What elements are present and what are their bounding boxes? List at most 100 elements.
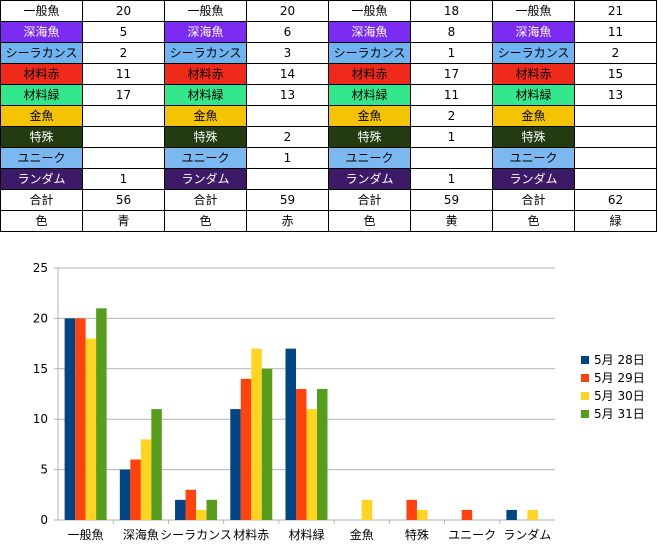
row-label-cell[interactable]: 一般魚 bbox=[164, 0, 247, 22]
bar-特殊-series-1 bbox=[406, 499, 417, 520]
value-cell[interactable]: 2 bbox=[82, 42, 165, 64]
value-cell[interactable]: 1 bbox=[410, 126, 493, 148]
value-cell[interactable]: 2 bbox=[574, 42, 657, 64]
row-label-cell[interactable]: 材料赤 bbox=[164, 63, 247, 85]
value-cell[interactable]: 18 bbox=[410, 0, 493, 22]
value-cell[interactable]: 11 bbox=[82, 63, 165, 85]
value-cell[interactable] bbox=[246, 168, 329, 190]
row-label-cell[interactable]: ユニーク bbox=[164, 147, 247, 169]
row-label-cell[interactable]: 金魚 bbox=[164, 105, 247, 127]
row-label-cell[interactable]: 材料赤 bbox=[0, 63, 83, 85]
row-label-cell[interactable]: 金魚 bbox=[328, 105, 411, 127]
table-row-ippan: 一般魚 20 一般魚 20 一般魚 18 一般魚 21 bbox=[0, 0, 657, 22]
row-label-cell[interactable]: シーラカンス bbox=[328, 42, 411, 64]
value-cell[interactable]: 黄 bbox=[410, 210, 493, 232]
row-label-cell[interactable]: ランダム bbox=[0, 168, 83, 190]
value-cell[interactable]: 13 bbox=[246, 84, 329, 106]
row-label-cell[interactable]: 材料緑 bbox=[164, 84, 247, 106]
x-category-label: シーラカンス bbox=[160, 528, 232, 542]
value-cell[interactable]: 緑 bbox=[574, 210, 657, 232]
value-cell[interactable]: 59 bbox=[410, 189, 493, 211]
value-cell[interactable]: 11 bbox=[574, 21, 657, 43]
row-label-cell[interactable]: 特殊 bbox=[164, 126, 247, 148]
row-label-cell[interactable]: ランダム bbox=[164, 168, 247, 190]
bar-ユニーク-series-1 bbox=[461, 509, 473, 520]
row-label-cell[interactable]: 一般魚 bbox=[328, 0, 411, 22]
value-cell[interactable] bbox=[82, 105, 165, 127]
row-label-cell[interactable]: 材料緑 bbox=[328, 84, 411, 106]
row-label-cell[interactable]: ユニーク bbox=[0, 147, 83, 169]
chart-svg: 0 5 10 15 20 25 一般魚 深海魚 シーラカンス 材料赤 材料緑 金魚 特殊 ユニーク ランダム… bbox=[33, 261, 645, 542]
value-cell[interactable]: 8 bbox=[410, 21, 493, 43]
value-cell[interactable] bbox=[82, 147, 165, 169]
value-cell[interactable]: 20 bbox=[246, 0, 329, 22]
row-label-cell[interactable]: 特殊 bbox=[492, 126, 575, 148]
row-label-cell[interactable]: シーラカンス bbox=[492, 42, 575, 64]
row-label-cell[interactable]: ユニーク bbox=[492, 147, 575, 169]
value-cell[interactable] bbox=[246, 105, 329, 127]
row-label-cell[interactable]: 色 bbox=[0, 210, 83, 232]
row-label-cell[interactable]: シーラカンス bbox=[164, 42, 247, 64]
row-label-cell[interactable]: 色 bbox=[164, 210, 247, 232]
value-cell[interactable]: 17 bbox=[410, 63, 493, 85]
row-label-cell[interactable]: ランダム bbox=[492, 168, 575, 190]
row-label-cell[interactable]: 材料赤 bbox=[328, 63, 411, 85]
value-cell[interactable]: 1 bbox=[410, 168, 493, 190]
table-row-gold: 金魚 金魚 金魚 2 金魚 bbox=[0, 105, 657, 127]
value-cell[interactable]: 14 bbox=[246, 63, 329, 85]
value-cell[interactable]: 1 bbox=[410, 42, 493, 64]
value-cell[interactable]: 11 bbox=[410, 84, 493, 106]
row-label-cell[interactable]: 特殊 bbox=[0, 126, 83, 148]
value-cell[interactable] bbox=[574, 105, 657, 127]
row-label-cell[interactable]: 合計 bbox=[328, 189, 411, 211]
row-label-cell[interactable]: シーラカンス bbox=[0, 42, 83, 64]
value-cell[interactable]: 2 bbox=[246, 126, 329, 148]
value-cell[interactable] bbox=[574, 126, 657, 148]
row-label-cell[interactable]: 深海魚 bbox=[328, 21, 411, 43]
row-label-cell[interactable]: 材料赤 bbox=[492, 63, 575, 85]
value-cell[interactable]: 20 bbox=[82, 0, 165, 22]
row-label-cell[interactable]: 深海魚 bbox=[492, 21, 575, 43]
x-category-label: 特殊 bbox=[405, 527, 429, 542]
value-cell[interactable]: 13 bbox=[574, 84, 657, 106]
row-label-cell[interactable]: 金魚 bbox=[0, 105, 83, 127]
row-label-cell[interactable]: 金魚 bbox=[492, 105, 575, 127]
table-row-green: 材料緑 17 材料緑 13 材料緑 11 材料緑 13 bbox=[0, 84, 657, 106]
row-label-cell[interactable]: 深海魚 bbox=[164, 21, 247, 43]
row-label-cell[interactable]: 深海魚 bbox=[0, 21, 83, 43]
table-row-unique: ユニーク ユニーク 1 ユニーク ユニーク bbox=[0, 147, 657, 169]
bar-金魚-series-2 bbox=[361, 499, 373, 520]
value-cell[interactable] bbox=[574, 168, 657, 190]
value-cell[interactable]: 59 bbox=[246, 189, 329, 211]
row-label-cell[interactable]: 合計 bbox=[164, 189, 247, 211]
value-cell[interactable]: 17 bbox=[82, 84, 165, 106]
row-label-cell[interactable]: 一般魚 bbox=[0, 0, 83, 22]
table-row-shinkai: 深海魚 5 深海魚 6 深海魚 8 深海魚 11 bbox=[0, 21, 657, 43]
value-cell[interactable]: 21 bbox=[574, 0, 657, 22]
value-cell[interactable]: 3 bbox=[246, 42, 329, 64]
row-label-cell[interactable]: 特殊 bbox=[328, 126, 411, 148]
value-cell[interactable]: 青 bbox=[82, 210, 165, 232]
value-cell[interactable]: 1 bbox=[246, 147, 329, 169]
row-label-cell[interactable]: 材料緑 bbox=[492, 84, 575, 106]
row-label-cell[interactable]: ユニーク bbox=[328, 147, 411, 169]
value-cell[interactable]: 赤 bbox=[246, 210, 329, 232]
row-label-cell[interactable]: 材料緑 bbox=[0, 84, 83, 106]
value-cell[interactable] bbox=[410, 147, 493, 169]
bar-材料緑-series-3 bbox=[317, 388, 328, 520]
row-label-cell[interactable]: 色 bbox=[328, 210, 411, 232]
value-cell[interactable]: 6 bbox=[246, 21, 329, 43]
value-cell[interactable]: 62 bbox=[574, 189, 657, 211]
row-label-cell[interactable]: 合計 bbox=[0, 189, 83, 211]
row-label-cell[interactable]: 合計 bbox=[492, 189, 575, 211]
value-cell[interactable]: 5 bbox=[82, 21, 165, 43]
value-cell[interactable]: 1 bbox=[82, 168, 165, 190]
value-cell[interactable] bbox=[574, 147, 657, 169]
row-label-cell[interactable]: 色 bbox=[492, 210, 575, 232]
row-label-cell[interactable]: ランダム bbox=[328, 168, 411, 190]
value-cell[interactable] bbox=[82, 126, 165, 148]
value-cell[interactable]: 56 bbox=[82, 189, 165, 211]
value-cell[interactable]: 2 bbox=[410, 105, 493, 127]
row-label-cell[interactable]: 一般魚 bbox=[492, 0, 575, 22]
value-cell[interactable]: 15 bbox=[574, 63, 657, 85]
